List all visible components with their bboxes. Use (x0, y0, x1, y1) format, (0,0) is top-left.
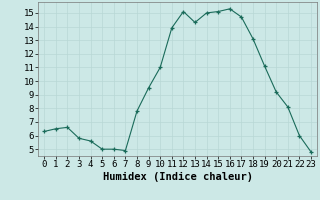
X-axis label: Humidex (Indice chaleur): Humidex (Indice chaleur) (103, 172, 252, 182)
